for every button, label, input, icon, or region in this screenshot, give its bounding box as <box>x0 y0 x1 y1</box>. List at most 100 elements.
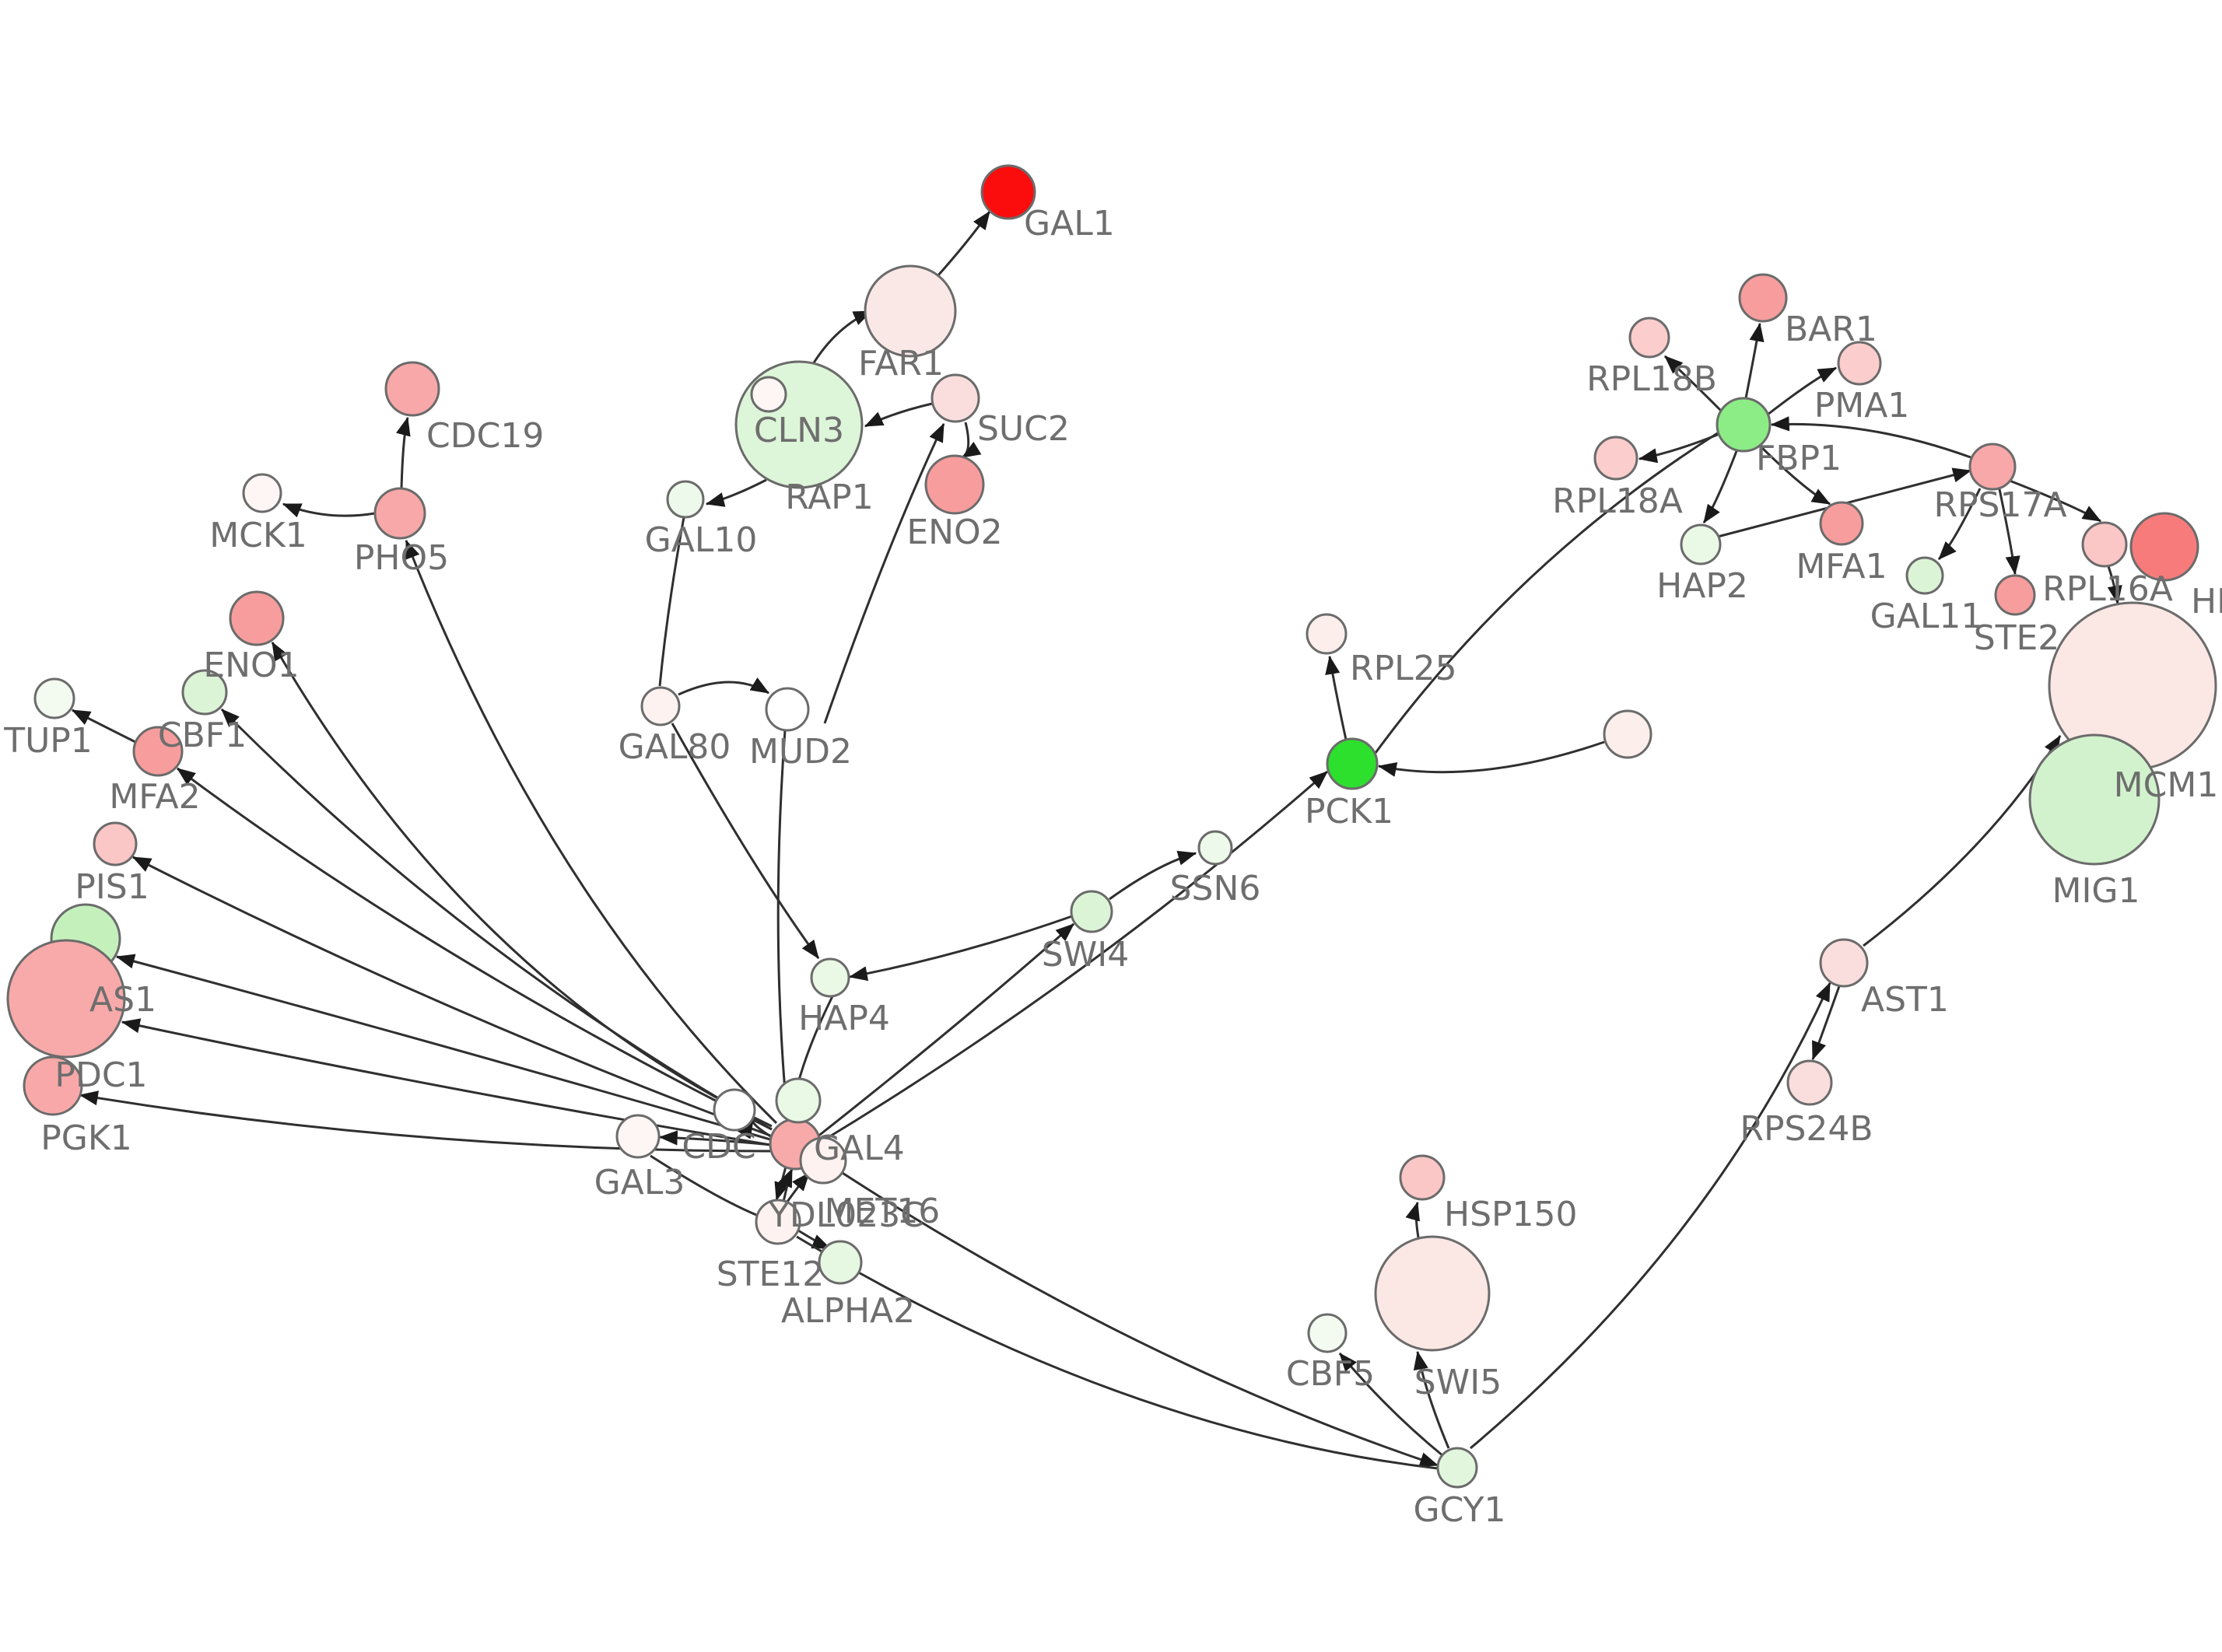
node-eno2[interactable] <box>924 454 985 515</box>
node-ydl023c[interactable] <box>799 1136 847 1185</box>
node-cdc19[interactable] <box>384 361 440 417</box>
edge-cln3-to-gal10 <box>705 478 767 507</box>
node-gal3[interactable] <box>615 1114 661 1159</box>
node-label-hsp150: HSP150 <box>1444 1195 1578 1234</box>
node-gal10[interactable] <box>666 480 705 519</box>
node-label-swi5: SWI5 <box>1414 1363 1502 1402</box>
node-label-pgk1: PGK1 <box>40 1118 131 1158</box>
edge-gal4-to-cbf1 <box>220 708 773 1131</box>
node-label-cbf1: CBF1 <box>158 716 247 755</box>
node-rap1[interactable] <box>750 376 787 413</box>
edge-gal4-to-pgk1 <box>79 1090 771 1153</box>
edge-hap2-to-rps17a <box>1717 467 1972 538</box>
node-cbf1[interactable] <box>181 669 228 716</box>
edge-rps17a-to-rpl16a <box>2009 479 2102 523</box>
node-label-cdc: CDC <box>682 1127 755 1167</box>
node-pis1[interactable] <box>93 821 138 866</box>
node-hap4[interactable] <box>810 957 850 998</box>
node-rpl25[interactable] <box>1306 613 1348 655</box>
node-label-cln3: CLN3 <box>754 411 844 450</box>
node-label-far1: FAR1 <box>858 344 944 383</box>
node-gal11[interactable] <box>1905 556 1944 595</box>
node-label-ssn6: SSN6 <box>1170 869 1261 908</box>
node-gal80[interactable] <box>640 686 681 726</box>
edge-gal4-to-gcy1 <box>818 1156 1439 1467</box>
node-label-rps17a: RPS17A <box>1933 485 2066 525</box>
edge-gal4-to-pck1 <box>818 770 1328 1145</box>
edge-cln3-to-far1 <box>811 310 873 365</box>
node-rps17a[interactable] <box>1968 443 2017 491</box>
node-bar1[interactable] <box>1738 273 1788 323</box>
node-pgk1[interactable] <box>23 1055 83 1116</box>
node-unlabeled1[interactable] <box>1603 709 1652 759</box>
node-pma1[interactable] <box>1837 341 1882 386</box>
node-ast1[interactable] <box>1819 938 1869 988</box>
edge-gal4-to-gas1 <box>115 954 771 1141</box>
node-mfa1[interactable] <box>1819 501 1864 546</box>
node-label-gal80: GAL80 <box>619 727 731 767</box>
node-label-gal11: GAL11 <box>1870 597 1983 636</box>
edge-gal4-to-gal3 <box>658 1130 773 1146</box>
node-swi5[interactable] <box>1374 1235 1491 1352</box>
node-label-his4: HIS4 <box>2191 582 2222 621</box>
node-label-gal1: GAL1 <box>1024 204 1115 243</box>
edge-fbp1-to-mfa1 <box>1758 444 1831 506</box>
node-mig1[interactable] <box>2028 733 2161 866</box>
edge-gal4-to-pdc1 <box>121 1018 771 1146</box>
node-gcy1[interactable] <box>1436 1447 1478 1489</box>
node-suc2[interactable] <box>931 373 980 423</box>
node-label-pho5: PHO5 <box>354 538 449 578</box>
edge-fbp1-to-pma1 <box>1767 366 1838 416</box>
node-pho5[interactable] <box>373 487 426 540</box>
node-eno1[interactable] <box>229 590 285 646</box>
node-label-mfa1: MFA1 <box>1796 547 1887 586</box>
node-label-rpl25: RPL25 <box>1350 649 1457 688</box>
node-mck1[interactable] <box>242 473 282 513</box>
edge-fbp1-to-hap2 <box>1702 450 1738 523</box>
edge-ast1-to-rps24b <box>1811 985 1841 1061</box>
edge-gcy1-to-swi5 <box>1413 1350 1450 1449</box>
node-mud2[interactable] <box>765 687 810 732</box>
node-cdc[interactable] <box>713 1088 756 1132</box>
node-pdc1[interactable] <box>6 939 126 1059</box>
node-fbp1[interactable] <box>1716 397 1772 453</box>
node-label-met16: MET16 <box>825 1192 941 1231</box>
node-met16[interactable] <box>775 1077 822 1124</box>
node-gal1[interactable] <box>980 164 1036 220</box>
node-his4[interactable] <box>2129 512 2199 582</box>
node-mfa2[interactable] <box>132 726 184 777</box>
edge-swi4-to-ssn6 <box>1109 850 1197 901</box>
node-ste12[interactable] <box>755 1199 801 1245</box>
node-label-ste12: STE12 <box>717 1255 825 1294</box>
node-far1[interactable] <box>864 264 957 358</box>
node-swi4[interactable] <box>1070 890 1113 933</box>
node-label-gal3: GAL3 <box>594 1163 685 1202</box>
node-ste2[interactable] <box>1994 574 2036 616</box>
node-hap2[interactable] <box>1680 523 1722 565</box>
node-pck1[interactable] <box>1326 737 1379 790</box>
edge-ste12-to-gal4 <box>778 1167 794 1202</box>
edge-rps17a-to-ste2 <box>1998 488 2020 576</box>
node-label-mcm1: MCM1 <box>2114 765 2219 805</box>
edge-pho5-to-cdc19 <box>395 416 411 489</box>
node-rps24b[interactable] <box>1786 1059 1833 1106</box>
node-alpha2[interactable] <box>818 1240 863 1285</box>
edge-suc2-to-cln3 <box>864 402 933 428</box>
edge-fbp1-to-bar1 <box>1744 322 1765 399</box>
node-hsp150[interactable] <box>1399 1154 1446 1201</box>
node-tup1[interactable] <box>33 677 75 719</box>
edge-rap1-to-suc2 <box>823 422 945 724</box>
node-cbf5[interactable] <box>1307 1313 1348 1353</box>
node-rpl16a[interactable] <box>2081 521 2128 568</box>
node-label-rpl16a: RPL16A <box>2042 569 2173 609</box>
edge-mfa2-to-tup1 <box>71 709 136 744</box>
node-label-alpha2: ALPHA2 <box>781 1291 915 1331</box>
node-label-rpl18a: RPL18A <box>1552 481 1683 521</box>
node-rpl18b[interactable] <box>1628 317 1670 359</box>
edge-gal4-to-pho5 <box>405 539 778 1125</box>
edge-far1-to-gal1 <box>936 211 991 277</box>
edge-gal4-to-eno1 <box>271 641 773 1128</box>
node-rpl18a[interactable] <box>1593 436 1638 481</box>
node-ssn6[interactable] <box>1197 830 1233 866</box>
